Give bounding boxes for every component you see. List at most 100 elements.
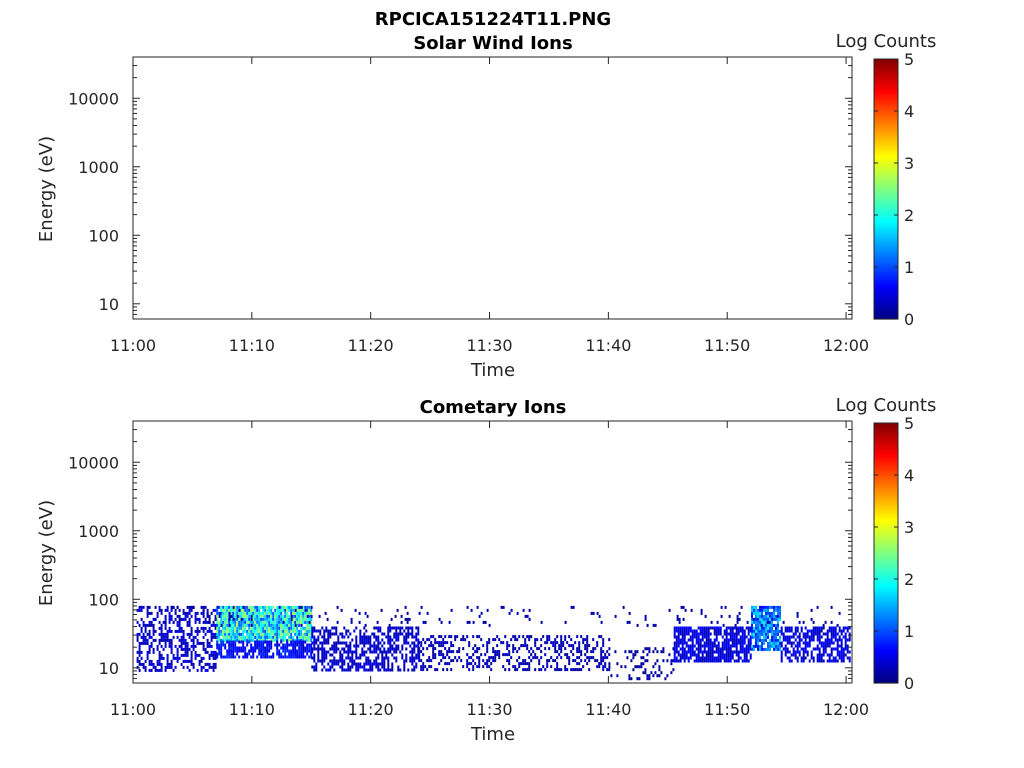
spectrogram-cell	[286, 638, 289, 642]
spectrogram-cell	[832, 659, 835, 663]
spectrogram-cell	[448, 650, 451, 654]
spectrogram-cell	[784, 638, 787, 642]
spectrogram-cell	[472, 659, 475, 663]
spectrogram-cell	[596, 641, 599, 645]
spectrogram-cell	[720, 614, 723, 618]
spectrogram-cell	[308, 620, 311, 624]
spectrogram-cell	[377, 665, 380, 669]
spectrogram-cell	[176, 629, 179, 633]
colorbar-segment	[874, 121, 898, 125]
spectrogram-cell	[300, 652, 303, 656]
spectrogram-cell	[282, 635, 285, 639]
spectrogram-cell	[323, 632, 326, 636]
spectrogram-cell	[206, 614, 209, 618]
spectrogram-cell	[182, 617, 185, 621]
spectrogram-cell	[389, 638, 392, 642]
spectrogram-cell	[725, 632, 728, 636]
spectrogram-cell	[242, 620, 245, 624]
colorbar-tick-label: 3	[904, 154, 914, 173]
spectrogram-cell	[202, 629, 205, 633]
spectrogram-cell	[258, 623, 261, 627]
spectrogram-cell	[403, 638, 406, 642]
spectrogram-cell	[695, 635, 698, 639]
spectrogram-cell	[379, 662, 382, 666]
spectrogram-cell	[662, 650, 665, 654]
spectrogram-cell	[478, 656, 481, 660]
colorbar-segment	[874, 443, 898, 447]
spectrogram-cell	[466, 665, 469, 669]
spectrogram-cell	[190, 659, 193, 663]
spectrogram-cell	[208, 656, 211, 660]
spectrogram-cell	[765, 638, 767, 642]
spectrogram-cell	[743, 659, 746, 663]
spectrogram-cell	[759, 617, 761, 621]
spectrogram-cell	[214, 614, 217, 618]
spectrogram-cell	[600, 662, 603, 666]
colorbar-segment	[874, 446, 898, 450]
spectrogram-cell	[568, 644, 571, 648]
spectrogram-cell	[178, 623, 181, 627]
spectrogram-cell	[642, 671, 645, 675]
spectrogram-cell	[393, 632, 396, 636]
spectrogram-cell	[308, 623, 311, 627]
spectrogram-cell	[604, 662, 607, 666]
spectrogram-cell	[814, 632, 817, 636]
spectrogram-cell	[822, 647, 825, 651]
spectrogram-cell	[707, 641, 710, 645]
plot-area-cometary	[132, 420, 853, 684]
spectrogram-cell	[484, 620, 487, 624]
spectrogram-cell	[773, 614, 775, 618]
spectrogram-cell	[276, 608, 279, 612]
spectrogram-cell	[184, 611, 187, 615]
spectrogram-cell	[480, 638, 483, 642]
spectrogram-cell	[743, 635, 746, 639]
spectrogram-cell	[136, 659, 139, 663]
spectrogram-cell	[238, 620, 241, 624]
spectrogram-cell	[642, 650, 645, 654]
spectrogram-cell	[250, 638, 253, 642]
spectrogram-cell	[329, 659, 332, 663]
spectrogram-cell	[206, 608, 209, 612]
spectrogram-cell	[240, 646, 243, 650]
colorbar-segment	[874, 267, 898, 271]
spectrogram-cell	[749, 638, 752, 642]
spectrogram-cell	[304, 655, 307, 659]
spectrogram-cell	[652, 623, 655, 627]
spectrogram-cell	[401, 626, 404, 630]
spectrogram-cell	[646, 647, 649, 651]
spectrogram-cell	[294, 638, 297, 642]
spectrogram-cell	[202, 614, 205, 618]
spectrogram-cell	[238, 608, 241, 612]
spectrogram-cell	[148, 647, 151, 651]
spectrogram-cell	[212, 635, 215, 639]
spectrogram-cell	[438, 617, 441, 621]
spectrogram-cell	[311, 635, 314, 639]
spectrogram-cell	[313, 635, 316, 639]
colorbar-segment	[874, 506, 898, 510]
spectrogram-cell	[747, 650, 750, 654]
spectrogram-cell	[216, 629, 219, 633]
spectrogram-cell	[266, 655, 269, 659]
spectrogram-cell	[566, 668, 569, 672]
spectrogram-cell	[775, 629, 777, 633]
spectrogram-cell	[426, 647, 429, 651]
spectrogram-cell	[784, 650, 787, 654]
colorbar-segment	[874, 449, 898, 453]
spectrogram-cell	[466, 653, 469, 657]
spectrogram-cell	[236, 623, 239, 627]
colorbar-segment	[874, 514, 898, 518]
x-tick-label: 12:00	[823, 700, 869, 719]
spectrogram-cell	[323, 641, 326, 645]
colorbar-segment	[874, 90, 898, 94]
spectrogram-cell	[743, 632, 746, 636]
spectrogram-cell	[166, 629, 169, 633]
spectrogram-cell	[737, 650, 740, 654]
spectrogram-cell	[318, 614, 321, 618]
spectrogram-cell	[707, 638, 710, 642]
spectrogram-cell	[397, 626, 400, 630]
spectrogram-cell	[288, 649, 291, 653]
spectrogram-cell	[413, 647, 416, 651]
colorbar-segment	[874, 503, 898, 507]
spectrogram-cell	[826, 638, 829, 642]
